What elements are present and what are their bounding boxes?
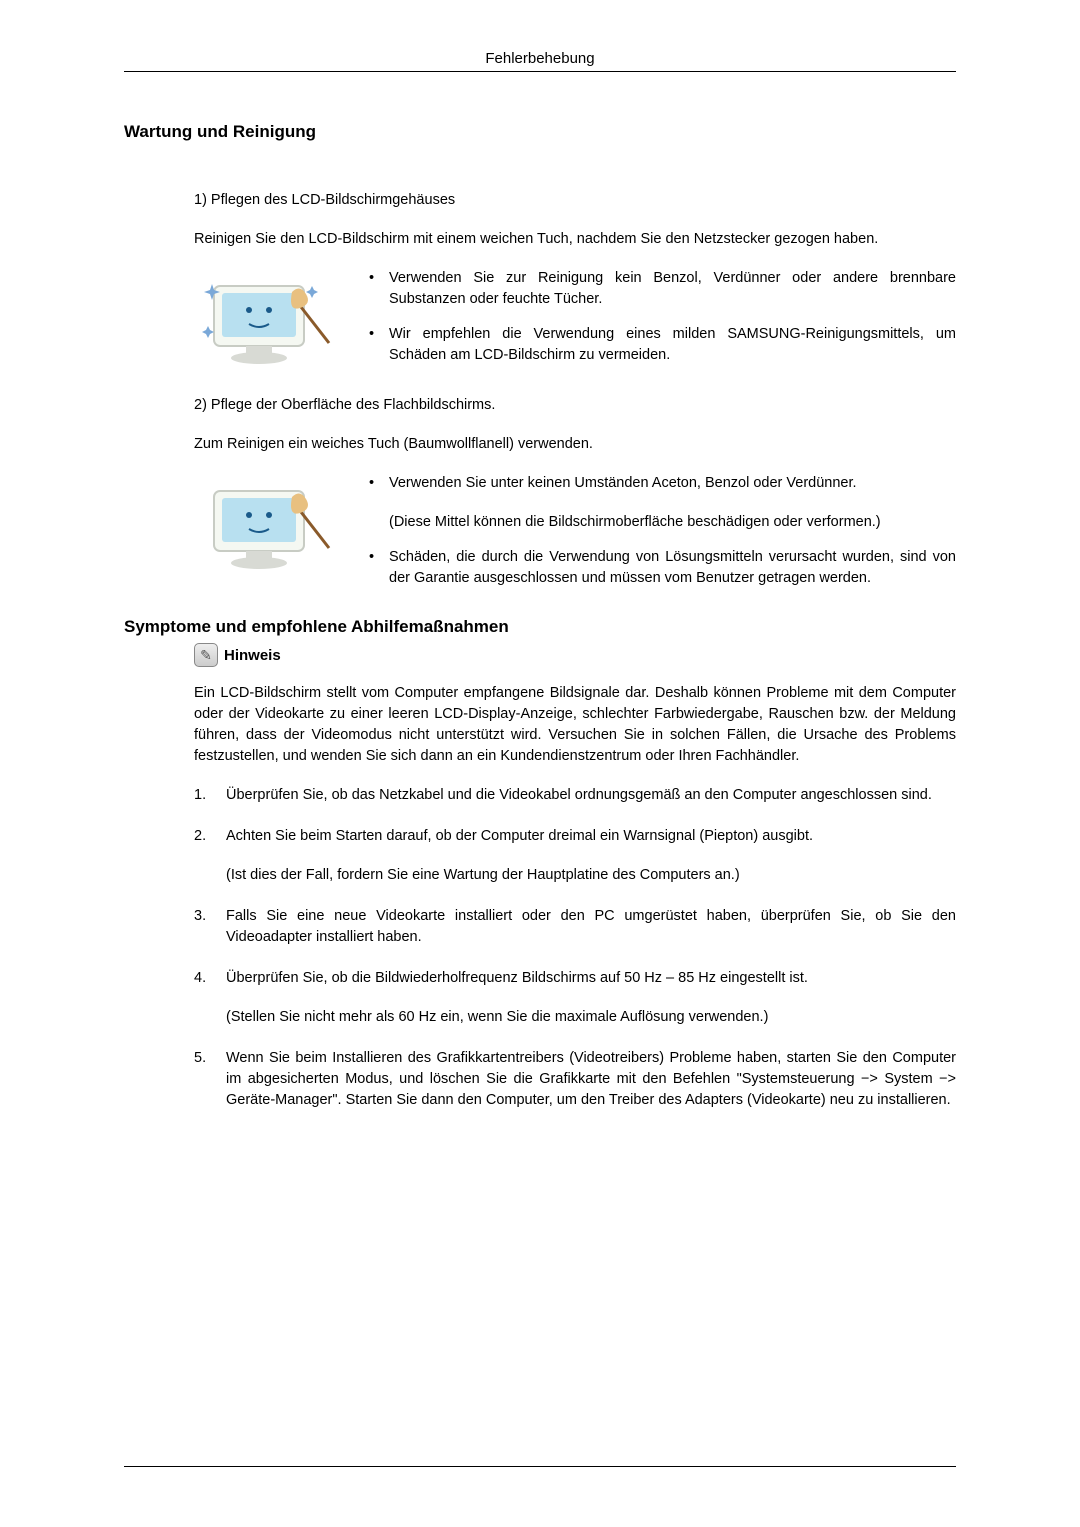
section-maintenance-title: Wartung und Reinigung: [124, 122, 956, 142]
step-text: Überprüfen Sie, ob das Netzkabel und die…: [226, 787, 932, 803]
item2-intro: Zum Reinigen ein weiches Tuch (Baumwollf…: [194, 434, 956, 455]
bullet-item: Wir empfehlen die Verwendung eines milde…: [367, 324, 956, 366]
bullet-item: Schäden, die durch die Verwendung von Lö…: [367, 547, 956, 589]
item1-intro: Reinigen Sie den LCD-Bildschirm mit eine…: [194, 229, 956, 250]
steps-list: Überprüfen Sie, ob das Netzkabel und die…: [194, 785, 956, 1111]
note-icon: ✎: [194, 643, 218, 667]
step-subnote: (Stellen Sie nicht mehr als 60 Hz ein, w…: [226, 1007, 956, 1028]
header-rule: [124, 71, 956, 72]
step-text: Falls Sie eine neue Videokarte installie…: [226, 908, 956, 945]
section-symptoms-title: Symptome und empfohlene Abhilfemaßnahmen: [124, 617, 956, 637]
step-item: Überprüfen Sie, ob das Netzkabel und die…: [194, 785, 956, 806]
hinweis-row: ✎ Hinweis: [194, 643, 956, 667]
step-item: Wenn Sie beim Installieren des Grafikkar…: [194, 1048, 956, 1111]
bullet-item: Verwenden Sie unter keinen Umständen Ace…: [367, 473, 956, 533]
bullet-subnote: (Diese Mittel können die Bildschirmoberf…: [389, 512, 956, 533]
step-text: Überprüfen Sie, ob die Bildwiederholfreq…: [226, 970, 808, 986]
step-item: Achten Sie beim Starten darauf, ob der C…: [194, 826, 956, 886]
step-text: Achten Sie beim Starten darauf, ob der C…: [226, 828, 813, 844]
note-label: Hinweis: [224, 647, 281, 664]
step-text: Wenn Sie beim Installieren des Grafikkar…: [226, 1050, 956, 1108]
step-item: Überprüfen Sie, ob die Bildwiederholfreq…: [194, 968, 956, 1028]
bullet-text: Verwenden Sie unter keinen Umständen Ace…: [389, 475, 857, 491]
bullet-item: Verwenden Sie zur Reinigung kein Benzol,…: [367, 268, 956, 310]
page-header-title: Fehlerbehebung: [124, 50, 956, 67]
step-item: Falls Sie eine neue Videokarte installie…: [194, 906, 956, 948]
cleaning-block-2: Verwenden Sie unter keinen Umständen Ace…: [194, 473, 956, 603]
symptoms-intro: Ein LCD-Bildschirm stellt vom Computer e…: [194, 683, 956, 767]
cleaning-block-1: Verwenden Sie zur Reinigung kein Benzol,…: [194, 268, 956, 381]
item1-label: 1) Pflegen des LCD-Bildschirmgehäuses: [194, 190, 956, 211]
item2-label: 2) Pflege der Oberfläche des Flachbildsc…: [194, 395, 956, 416]
step-subnote: (Ist dies der Fall, fordern Sie eine War…: [226, 865, 956, 886]
monitor-cleaning-icon: [194, 473, 339, 586]
monitor-cleaning-icon: [194, 268, 339, 381]
footer-rule: [124, 1466, 956, 1467]
